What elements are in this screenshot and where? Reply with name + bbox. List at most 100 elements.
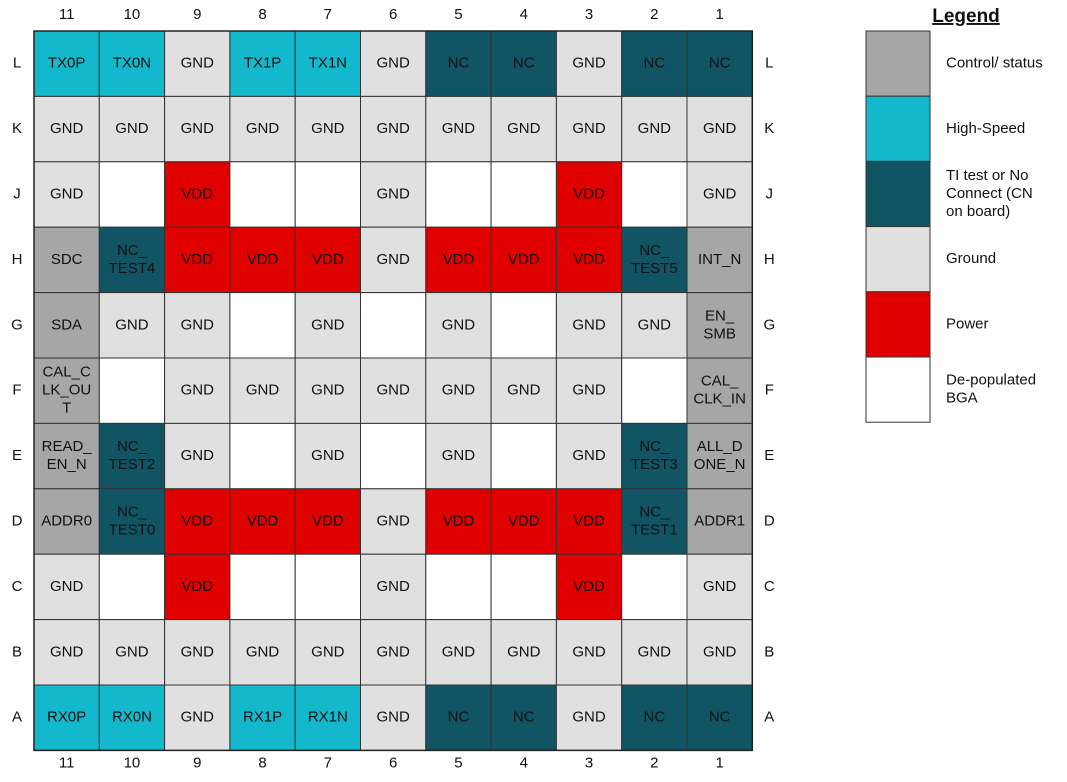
pin-cell <box>229 161 296 228</box>
pin-cell <box>490 161 557 228</box>
text-line: NC <box>709 55 731 72</box>
text-line: LK_OU <box>42 382 91 399</box>
pin-cell <box>33 30 100 97</box>
text-line: GND <box>442 643 476 660</box>
text-line: Control/ status <box>946 55 1043 72</box>
text-line: GND <box>572 55 606 72</box>
pin-cell <box>360 553 427 621</box>
column-label: 9 <box>193 754 201 771</box>
text-line: VDD <box>573 512 605 529</box>
row-label: B <box>12 643 22 660</box>
legend-swatch <box>865 226 931 293</box>
pin-cell <box>360 95 427 163</box>
text-line: TI test or No <box>946 167 1029 184</box>
column-label: 7 <box>324 6 332 23</box>
row-label: C <box>12 578 23 595</box>
pin-cell <box>294 161 362 228</box>
text-line: NC <box>448 55 470 72</box>
pin-cell <box>686 488 753 555</box>
pin-cell <box>490 619 557 686</box>
row-label: C <box>764 578 775 595</box>
text-line: VDD <box>573 578 605 595</box>
text-line: on board) <box>946 203 1010 220</box>
row-label: J <box>766 185 774 202</box>
pin-cell <box>555 619 623 686</box>
pin-cell <box>360 684 427 751</box>
text-line: NC_ <box>639 503 670 520</box>
text-line: VDD <box>508 512 540 529</box>
column-label: 10 <box>124 6 141 23</box>
text-line: GND <box>572 316 606 333</box>
text-line: GND <box>572 382 606 399</box>
text-line: RX0P <box>47 709 86 726</box>
text-line: SMB <box>703 325 736 342</box>
text-line: Power <box>946 315 989 332</box>
column-label: 6 <box>389 6 397 23</box>
text-line: ALL_D <box>697 438 743 455</box>
text-line: GND <box>115 643 149 660</box>
column-label: 7 <box>324 754 332 771</box>
text-line: GND <box>442 120 476 137</box>
pin-cell <box>360 292 427 359</box>
pin-cell <box>294 292 362 359</box>
text-line: GND <box>50 643 84 660</box>
column-label: 4 <box>520 754 528 771</box>
pin-cell <box>33 292 100 359</box>
text-line: GND <box>507 382 541 399</box>
column-label: 5 <box>454 754 462 771</box>
text-line: NC <box>709 709 731 726</box>
row-label: K <box>12 120 22 137</box>
pin-cell <box>621 226 688 294</box>
pin-cell <box>294 619 362 686</box>
pin-cell <box>98 619 166 686</box>
text-line: READ_ <box>42 438 93 455</box>
text-line: NC <box>448 709 470 726</box>
column-label: 9 <box>193 6 201 23</box>
column-label: 6 <box>389 754 397 771</box>
text-line: VDD <box>573 185 605 202</box>
text-line: GND <box>638 316 672 333</box>
text-line: GND <box>50 185 84 202</box>
pin-cell <box>164 553 231 621</box>
text-line: GND <box>311 382 345 399</box>
pin-cell <box>490 422 557 490</box>
text-line: ADDR1 <box>694 512 745 529</box>
pin-cell <box>98 357 166 424</box>
text-line: ADDR0 <box>41 512 92 529</box>
text-line: GND <box>115 120 149 137</box>
pin-cell <box>294 553 362 621</box>
text-line: NC_ <box>117 503 148 520</box>
pin-cell <box>360 30 427 97</box>
pin-cell <box>555 553 623 621</box>
row-label: L <box>13 55 21 72</box>
text-line: VDD <box>312 512 344 529</box>
pin-cell <box>425 684 492 751</box>
row-label: F <box>765 382 774 399</box>
pin-cell <box>360 422 427 490</box>
legend-swatch <box>865 95 931 162</box>
row-label: D <box>764 512 775 529</box>
pin-cell <box>98 553 166 621</box>
text-line: GND <box>376 512 410 529</box>
pin-cell <box>33 161 100 228</box>
pin-cell <box>229 684 296 751</box>
text-line: CLK_IN <box>693 391 746 408</box>
row-label: H <box>12 251 23 268</box>
pin-cell <box>490 95 557 163</box>
pin-cell <box>33 95 100 163</box>
pin-cell <box>490 292 557 359</box>
text-line: VDD <box>181 185 213 202</box>
text-line: TEST3 <box>631 456 678 473</box>
pin-cell <box>294 488 362 555</box>
pin-cell <box>164 619 231 686</box>
text-line: VDD <box>508 251 540 268</box>
pin-cell <box>229 422 296 490</box>
pin-cell <box>490 357 557 424</box>
text-line: GND <box>311 316 345 333</box>
pin-cell <box>360 161 427 228</box>
pin-cell <box>621 684 688 751</box>
text-line: GND <box>442 382 476 399</box>
pin-cell <box>555 357 623 424</box>
pin-cell <box>621 488 688 555</box>
